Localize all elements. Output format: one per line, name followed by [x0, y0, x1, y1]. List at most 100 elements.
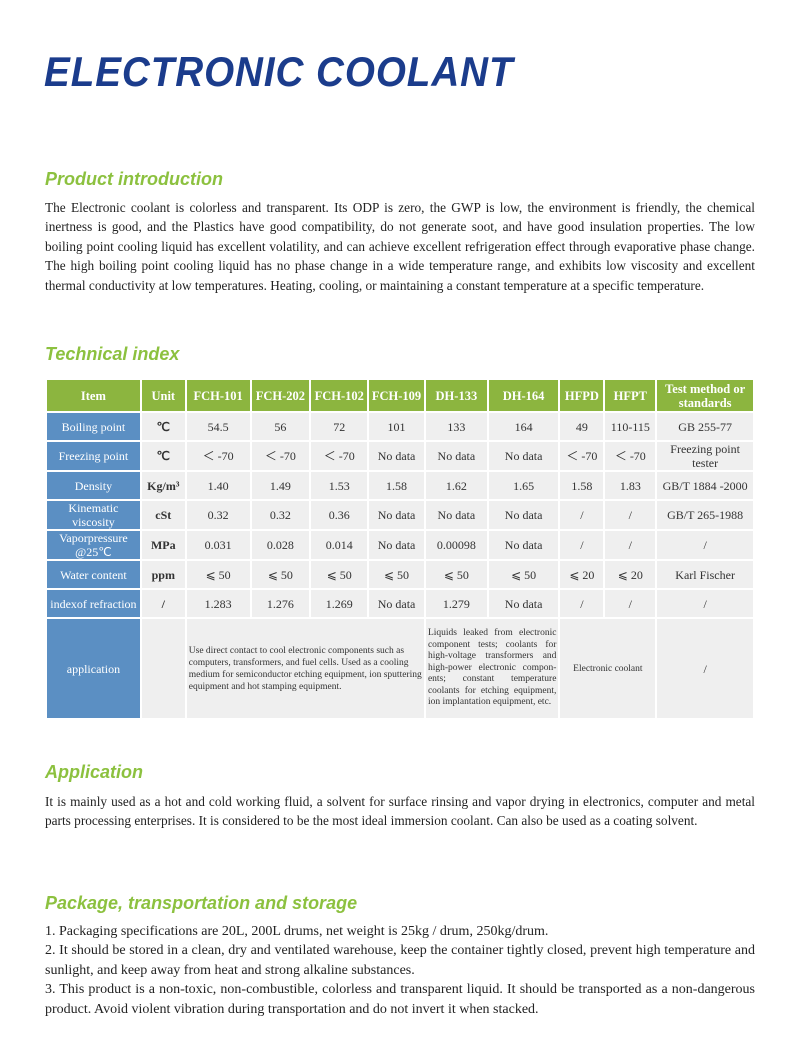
value-cell: 1.279 [423, 588, 489, 619]
value-cell: ＜ -70 [249, 440, 312, 472]
value-cell: 54.5 [184, 411, 252, 442]
value-cell: ＜ -70 [309, 440, 370, 472]
value-cell: ⩽ 50 [184, 559, 252, 590]
package-item: 1. Packaging specifications are 20L, 200… [45, 924, 549, 939]
value-cell: 1.40 [184, 470, 252, 501]
value-cell: / [558, 529, 606, 561]
value-cell: ⩽ 50 [423, 559, 489, 590]
row-header: Density [45, 470, 142, 501]
value-cell: 0.014 [309, 529, 370, 561]
column-header: Unit [139, 378, 187, 413]
value-cell: 1.49 [249, 470, 312, 501]
value-cell: ＜ -70 [184, 440, 252, 472]
value-cell: No data [367, 499, 426, 531]
unit-cell: ℃ [139, 440, 187, 472]
value-cell: No data [423, 499, 489, 531]
value-cell: 0.00098 [423, 529, 489, 561]
table-row: Freezing point ℃ ＜ -70 ＜ -70 ＜ -70 No data No … [45, 440, 755, 472]
table-header-row: Item Unit FCH-101 FCH-202 FCH-102 FCH-109 DH-1… [45, 378, 755, 413]
value-cell: ⩽ 50 [249, 559, 312, 590]
value-cell: No data [486, 529, 561, 561]
value-cell: 49 [558, 411, 606, 442]
value-cell: Karl Fischer [655, 559, 755, 590]
value-cell: No data [486, 440, 561, 472]
package-list: 1. Packaging specifications are 20L, 200… [45, 922, 755, 1019]
row-header: Vaporpressure @25℃ [45, 529, 142, 561]
column-header: Item [45, 378, 142, 413]
application-test: / [655, 617, 755, 720]
application-fch: Use direct contact to cool electronic co… [184, 617, 426, 720]
value-cell: No data [423, 440, 489, 472]
technical-heading: Technical index [45, 344, 180, 364]
unit-cell: / [139, 588, 187, 619]
table-row: Vaporpressure @25℃ MPa 0.031 0.028 0.014 No d… [45, 529, 755, 561]
page-title: ELECTRONIC COOLANT [44, 48, 514, 95]
value-cell: 0.32 [184, 499, 252, 531]
value-cell: ⩽ 50 [309, 559, 370, 590]
value-cell: 164 [486, 411, 561, 442]
package-heading: Package, transportation and storage [45, 893, 358, 913]
unit-cell: ℃ [139, 411, 187, 442]
column-header: HFPT [603, 378, 658, 413]
value-cell: 0.32 [249, 499, 312, 531]
row-header: Water content [45, 559, 142, 590]
value-cell: ＜ -70 [603, 440, 658, 472]
package-item: 2. It should be stored in a clean, dry a… [45, 943, 755, 978]
value-cell: ⩽ 50 [486, 559, 561, 590]
unit-cell: Kg/m³ [139, 470, 187, 501]
value-cell: 1.283 [184, 588, 252, 619]
unit-cell: ppm [139, 559, 187, 590]
value-cell: / [655, 588, 755, 619]
table-row: Kinematic viscosity cSt 0.32 0.32 0.36 No dat… [45, 499, 755, 531]
value-cell: 1.58 [367, 470, 426, 501]
value-cell: / [655, 529, 755, 561]
column-header: FCH-202 [249, 378, 312, 413]
value-cell: ⩽ 20 [603, 559, 658, 590]
value-cell: 1.53 [309, 470, 370, 501]
value-cell: GB/T 1884 -2000 [655, 470, 755, 501]
value-cell: 72 [309, 411, 370, 442]
value-cell: ⩽ 50 [367, 559, 426, 590]
value-cell: GB 255-77 [655, 411, 755, 442]
value-cell: ＜ -70 [558, 440, 606, 472]
unit-cell: MPa [139, 529, 187, 561]
value-cell: No data [367, 529, 426, 561]
value-cell: No data [486, 588, 561, 619]
value-cell: 1.276 [249, 588, 312, 619]
value-cell: No data [367, 440, 426, 472]
value-cell: 1.62 [423, 470, 489, 501]
column-header: HFPD [558, 378, 606, 413]
intro-heading: Product introduction [45, 169, 223, 189]
application-heading: Application [45, 762, 143, 782]
value-cell: 0.36 [309, 499, 370, 531]
value-cell: GB/T 265-1988 [655, 499, 755, 531]
table-row: Water content ppm ⩽ 50 ⩽ 50 ⩽ 50 ⩽ 50 ⩽ 50 ⩽ 50… [45, 559, 755, 590]
row-header: Kinematic viscosity [45, 499, 142, 531]
application-dh: Liquids leaked from electronic component… [423, 617, 561, 720]
intro-text: The Electronic coolant is colorless and … [45, 200, 755, 293]
value-cell: 1.65 [486, 470, 561, 501]
value-cell: / [603, 499, 658, 531]
value-cell: ⩽ 20 [558, 559, 606, 590]
table-row: indexof refraction/1.283 1.276 1.269 No dat… [45, 588, 755, 619]
value-cell: 0.028 [249, 529, 312, 561]
value-cell: 110-115 [603, 411, 658, 442]
value-cell: 133 [423, 411, 489, 442]
technical-index-table: Item Unit FCH-101 FCH-202 FCH-102 FCH-109 DH-1… [45, 378, 755, 720]
value-cell: 0.031 [184, 529, 252, 561]
application-hf: Electronic coolant [558, 617, 658, 720]
column-header: FCH-101 [184, 378, 252, 413]
row-header: Freezing point [45, 440, 142, 472]
application-text: It is mainly used as a hot and cold work… [45, 794, 755, 829]
value-cell: / [558, 588, 606, 619]
value-cell: 101 [367, 411, 426, 442]
column-header: DH-164 [486, 378, 561, 413]
value-cell: 1.58 [558, 470, 606, 501]
column-header: DH-133 [423, 378, 489, 413]
column-header: Test method or standards [655, 378, 755, 413]
value-cell: 1.83 [603, 470, 658, 501]
row-header: application [45, 617, 142, 720]
value-cell: 1.269 [309, 588, 370, 619]
value-cell: / [603, 529, 658, 561]
value-cell: / [558, 499, 606, 531]
